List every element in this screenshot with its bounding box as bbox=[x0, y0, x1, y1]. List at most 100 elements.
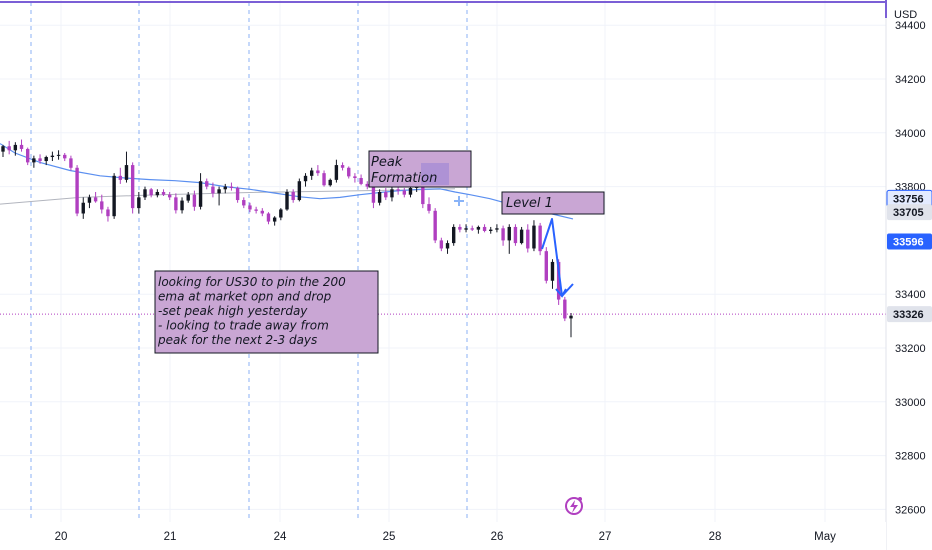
candle bbox=[476, 225, 481, 234]
time-tick-label: 24 bbox=[274, 531, 287, 543]
candle bbox=[211, 182, 215, 198]
candle bbox=[254, 206, 258, 214]
currency-label: USD bbox=[894, 9, 917, 21]
price-badge: 33596 bbox=[887, 233, 932, 250]
candle bbox=[526, 224, 530, 253]
candle bbox=[439, 237, 444, 252]
candle bbox=[563, 296, 567, 322]
crosshair-marker bbox=[454, 196, 464, 206]
candle bbox=[1, 144, 5, 158]
candle bbox=[63, 152, 67, 162]
candle bbox=[229, 182, 234, 191]
candle bbox=[427, 197, 431, 214]
svg-text:33756: 33756 bbox=[893, 193, 924, 205]
price-tick-label: 34200 bbox=[895, 74, 926, 86]
candle bbox=[316, 165, 320, 176]
candle bbox=[353, 173, 357, 183]
candle bbox=[143, 186, 147, 201]
candle bbox=[402, 187, 407, 198]
price-badge: 33756 bbox=[886, 189, 932, 207]
candle bbox=[130, 162, 135, 214]
candle bbox=[32, 155, 36, 168]
lightning-icon[interactable] bbox=[565, 497, 583, 515]
ema-lines bbox=[0, 143, 574, 220]
note-line: peak for the next 2-3 days bbox=[157, 333, 317, 347]
time-axis[interactable] bbox=[0, 522, 886, 550]
candle bbox=[198, 173, 203, 210]
price-badge: 33705 bbox=[887, 204, 932, 221]
candle bbox=[13, 142, 18, 156]
candle bbox=[470, 225, 474, 231]
note-line: -set peak high yesterday bbox=[158, 304, 308, 318]
candle bbox=[118, 167, 123, 184]
candle bbox=[50, 151, 55, 162]
candle bbox=[161, 189, 166, 197]
price-tick-label: 34400 bbox=[895, 20, 926, 32]
peak-label-line-1: Peak bbox=[371, 155, 403, 170]
candle bbox=[272, 216, 277, 226]
candle bbox=[93, 191, 98, 203]
candle bbox=[501, 225, 505, 246]
candle bbox=[279, 208, 283, 221]
candle bbox=[69, 155, 73, 171]
time-axis-labels: 20 21 24 25 26 27 28 May bbox=[55, 531, 837, 543]
candle bbox=[235, 186, 240, 203]
candle bbox=[106, 206, 110, 222]
candle bbox=[445, 240, 450, 254]
candle bbox=[7, 140, 11, 155]
candle bbox=[75, 165, 79, 217]
session-break-lines bbox=[30, 2, 468, 522]
candle bbox=[408, 186, 413, 198]
svg-text:33326: 33326 bbox=[893, 309, 924, 321]
candle bbox=[100, 194, 104, 214]
candle bbox=[155, 189, 160, 198]
candle bbox=[260, 208, 265, 217]
candle bbox=[205, 178, 209, 190]
candle bbox=[149, 187, 153, 198]
ema-200-line bbox=[0, 143, 574, 220]
candle bbox=[433, 208, 437, 244]
candle bbox=[19, 139, 24, 152]
candle bbox=[371, 183, 376, 209]
candle bbox=[538, 222, 542, 256]
price-tick-label: 33000 bbox=[895, 397, 926, 409]
note-line: looking for US30 to pin the 200 bbox=[158, 275, 346, 289]
candle bbox=[56, 150, 61, 160]
candle bbox=[328, 178, 332, 187]
plot-area[interactable] bbox=[0, 0, 886, 522]
candle bbox=[347, 166, 351, 179]
candle bbox=[217, 186, 221, 206]
candle bbox=[167, 191, 172, 201]
time-tick-label: 25 bbox=[383, 531, 396, 543]
projection-arrow[interactable] bbox=[541, 218, 574, 297]
candle bbox=[266, 212, 271, 225]
candle bbox=[291, 189, 295, 203]
candle bbox=[25, 147, 30, 166]
candle bbox=[451, 224, 456, 246]
candle bbox=[482, 224, 487, 233]
price-tick-label: 32600 bbox=[895, 504, 926, 516]
price-tick-label: 33200 bbox=[895, 343, 926, 355]
peak-annotation[interactable]: Peak Formation bbox=[368, 150, 472, 188]
candle bbox=[186, 191, 190, 203]
candle bbox=[242, 197, 246, 209]
candle bbox=[38, 154, 42, 164]
candle bbox=[377, 189, 382, 206]
price-axis-ticks: 3440034200340003380033400332003300032800… bbox=[895, 20, 926, 516]
candle bbox=[112, 173, 116, 219]
time-tick-label: 26 bbox=[491, 531, 504, 543]
candle bbox=[340, 162, 345, 171]
level-1-annotation[interactable]: Level 1 bbox=[501, 191, 605, 215]
candle bbox=[507, 224, 511, 254]
candle bbox=[322, 170, 326, 187]
candle bbox=[285, 189, 289, 211]
note-line: - looking to trade away from bbox=[158, 319, 329, 333]
price-axis[interactable] bbox=[886, 0, 932, 550]
time-tick-label: 27 bbox=[599, 531, 612, 543]
candle bbox=[309, 167, 314, 180]
price-tick-label: 33400 bbox=[895, 289, 926, 301]
candle bbox=[544, 247, 549, 284]
candle bbox=[87, 194, 92, 209]
